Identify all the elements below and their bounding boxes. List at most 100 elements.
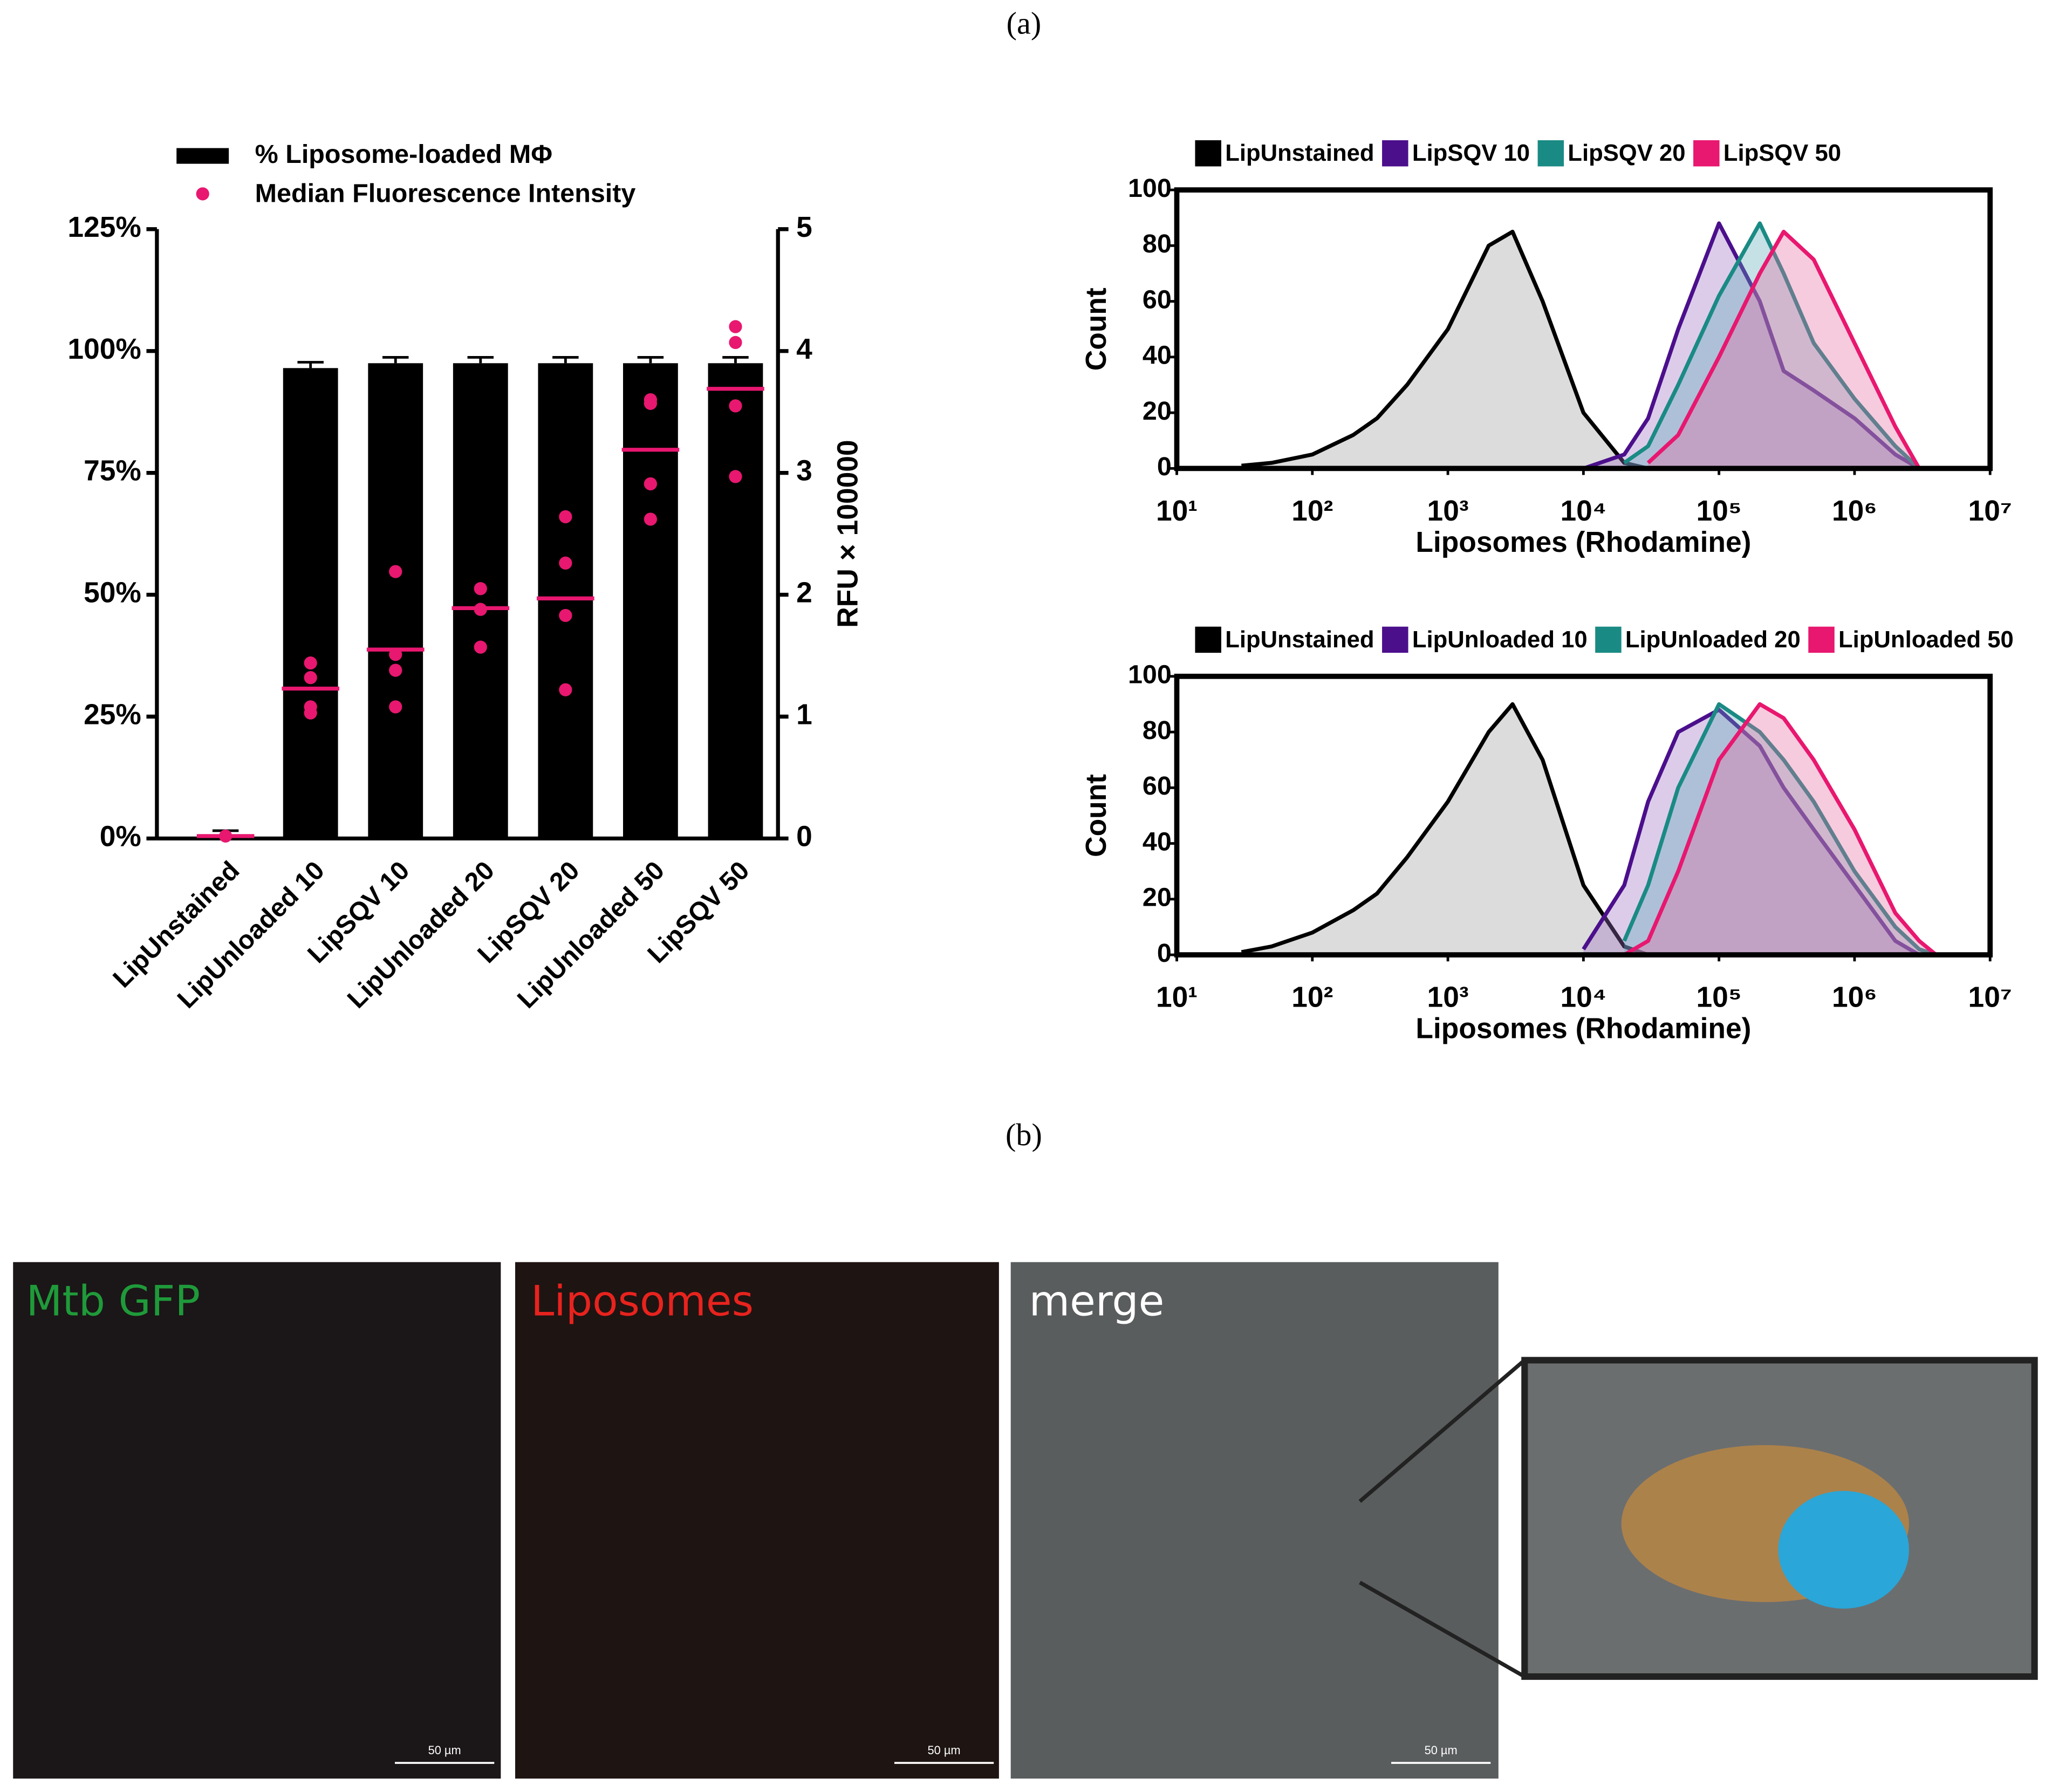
legend-swatch [176, 148, 229, 164]
point [559, 510, 572, 524]
bar [623, 363, 678, 839]
line [1623, 702, 1938, 957]
x-tick-label: 10³ [1427, 982, 1469, 1014]
bar [283, 368, 338, 839]
legend-swatch [1537, 140, 1564, 167]
y-tick-label: 0% [100, 820, 141, 852]
point [474, 582, 487, 596]
bar [538, 363, 593, 839]
point [304, 656, 317, 670]
point [729, 320, 742, 333]
line [1241, 229, 1649, 470]
point [474, 640, 487, 654]
legend-swatch [1195, 626, 1221, 653]
y2-tick-label: 1 [796, 699, 812, 731]
x-tick-label: 10⁶ [1832, 982, 1877, 1014]
bar [453, 363, 508, 839]
legend-swatch [1595, 626, 1622, 653]
scale-bar-label: 50 µm [928, 1743, 961, 1757]
plot-frame [1174, 673, 1993, 957]
legend-label: LipSQV 20 [1568, 140, 1685, 166]
area [1624, 704, 1937, 955]
area [1624, 223, 1919, 469]
x-tick-label: 10⁵ [1696, 495, 1741, 527]
point [644, 512, 658, 526]
legend-label: LipSQV 50 [1723, 140, 1841, 166]
point [559, 556, 572, 570]
line [1582, 708, 1920, 957]
y-tick-label: 20 [1143, 883, 1172, 912]
x-tick-label: 10⁷ [1968, 495, 2012, 527]
legend-swatch [1382, 626, 1408, 653]
point [559, 608, 572, 623]
y-tick-label: 40 [1143, 827, 1172, 856]
x-tick-label: 10⁵ [1696, 982, 1741, 1014]
y-tick-label: 80 [1143, 716, 1172, 745]
image-liposomes [515, 1262, 999, 1779]
y-axis-title: Count [1080, 774, 1112, 857]
line [1623, 221, 1921, 470]
point [729, 470, 742, 483]
y-tick-label: 100 [1128, 660, 1172, 689]
x-axis-title: Liposomes (Rhodamine) [1415, 526, 1751, 558]
zoom-line [1358, 1358, 1526, 1503]
legend-label: % Liposome-loaded MΦ [255, 140, 552, 169]
image-label: Liposomes [531, 1277, 754, 1326]
point [559, 683, 572, 696]
legend-label: LipUnstained [1225, 140, 1374, 166]
point [729, 399, 742, 413]
y-tick-label: 20 [1143, 396, 1172, 426]
y-tick-label: 100 [1128, 174, 1172, 203]
point [304, 671, 317, 685]
area [1241, 704, 1649, 955]
area [1624, 704, 1937, 955]
point [644, 396, 658, 410]
y-tick-label: 0 [1157, 939, 1172, 968]
legend-label: LipUnloaded 20 [1625, 627, 1801, 653]
y-tick-label: 50% [84, 577, 141, 609]
bar [708, 363, 763, 839]
x-tick-label: 10⁴ [1561, 982, 1607, 1014]
point [644, 477, 658, 491]
y-tick-label: 40 [1143, 341, 1172, 370]
y-axis-title: Count [1080, 288, 1112, 371]
legend-label: LipUnloaded 10 [1412, 627, 1588, 653]
line [1622, 702, 1937, 957]
y2-tick-label: 4 [796, 333, 812, 365]
image-gfp [13, 1262, 501, 1779]
zoom-line [1359, 1581, 1526, 1679]
point [304, 706, 317, 720]
legend-label: LipSQV 10 [1412, 140, 1530, 166]
x-tick-label: 10¹ [1156, 495, 1198, 527]
x-axis-title: Liposomes (Rhodamine) [1415, 1013, 1751, 1045]
image-label: Mtb GFP [26, 1277, 200, 1326]
y2-tick-label: 2 [796, 577, 812, 609]
y-tick-label: 25% [84, 699, 141, 731]
image-label: merge [1029, 1277, 1165, 1326]
y2-axis-title: RFU × 100000 [832, 440, 864, 627]
legend-swatch [1195, 140, 1221, 167]
area [1648, 231, 1919, 469]
point [389, 664, 402, 677]
legend-label: Median Fluorescence Intensity [255, 179, 636, 208]
x-tick-label: 10² [1291, 495, 1333, 527]
y2-tick-label: 0 [796, 820, 812, 852]
y-tick-label: 80 [1143, 229, 1172, 258]
legend-swatch [1693, 140, 1720, 167]
y-tick-label: 75% [84, 455, 141, 487]
image-merge [1010, 1262, 1499, 1779]
point [389, 700, 402, 714]
micrograph: Mtb GFP 50 µm Liposomes 50 µm merge 50 µ… [13, 1262, 2038, 1779]
scale-bar-label: 50 µm [1425, 1743, 1458, 1757]
panel-label: (a) [1007, 5, 1042, 40]
point [389, 565, 402, 578]
x-tick-label: LipUnloaded 10 [172, 856, 330, 1014]
x-tick-label: LipUnloaded 50 [512, 856, 670, 1014]
area [1241, 231, 1649, 469]
line [1583, 221, 1920, 470]
plot-frame [1174, 187, 1993, 471]
legend-swatch [196, 187, 209, 201]
scale-bar-label: 50 µm [428, 1743, 461, 1757]
bar [368, 363, 423, 839]
y-tick-label: 60 [1143, 771, 1172, 801]
